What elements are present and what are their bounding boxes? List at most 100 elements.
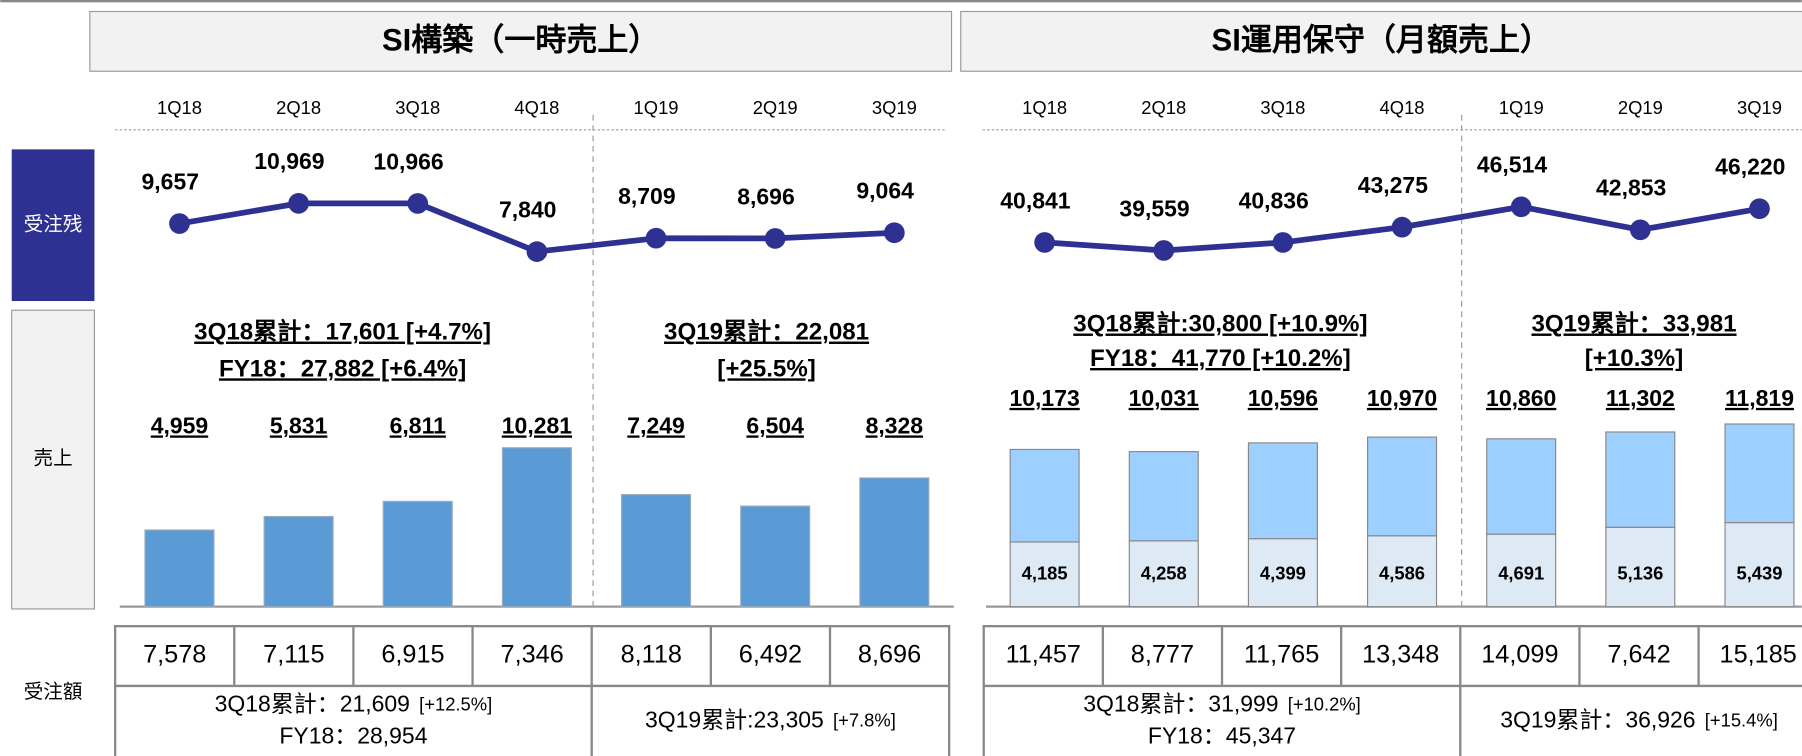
data-label: 10,281 [502, 412, 572, 438]
category-label: 3Q19 [872, 97, 917, 118]
summary-text: 3Q18累計：21,609 [215, 691, 410, 717]
category-label: 2Q19 [753, 97, 798, 118]
point [1034, 232, 1055, 253]
annotation: 3Q18累計:30,800 [+10.9%] [1073, 310, 1367, 338]
point [169, 213, 190, 234]
category-label: 1Q19 [1499, 97, 1544, 118]
table-summary: 3Q19累計:23,305 [+7.8%] [645, 707, 896, 733]
point [1749, 198, 1770, 219]
point [407, 193, 429, 214]
point [1153, 240, 1175, 261]
point [1272, 232, 1294, 253]
table-cell: 8,696 [858, 641, 921, 669]
bar [263, 515, 334, 608]
annotation: [+25.5%] [717, 355, 816, 382]
point [1630, 219, 1651, 241]
bar [740, 505, 811, 608]
table-summary: FY18：45,347 [1148, 723, 1296, 749]
table-cell: 8,777 [1131, 641, 1194, 669]
summary-text: 3Q19累計：36,926 [1500, 707, 1695, 733]
segment-label: 4,399 [1260, 562, 1306, 583]
panel-title: SI運用保守（月額売上） [1212, 23, 1551, 58]
row-label-box [11, 149, 95, 302]
category-label: 1Q18 [1022, 97, 1067, 118]
table-summary: 3Q18累計：21,609 [+12.5%] [215, 691, 493, 717]
category-label: 2Q18 [276, 97, 321, 118]
bar-segment [1247, 442, 1318, 540]
table-cell: 11,765 [1244, 641, 1319, 669]
annotation: 3Q19累計：33,981 [1531, 310, 1736, 338]
total-label: 10,596 [1248, 385, 1318, 411]
total-label: 10,860 [1486, 385, 1556, 411]
data-label: 42,853 [1596, 175, 1666, 201]
row-label: 売上 [34, 448, 73, 470]
point [1510, 196, 1532, 218]
bar-segment [1128, 451, 1199, 542]
data-label: 4,959 [151, 412, 208, 438]
category-label: 3Q19 [1737, 97, 1782, 118]
point [764, 228, 786, 249]
data-label: 10,966 [373, 148, 443, 174]
annotation: 3Q19累計：22,081 [664, 318, 869, 346]
data-label: 39,559 [1119, 195, 1189, 221]
table-summary: 3Q18累計：31,999 [+10.2%] [1083, 691, 1361, 717]
category-label: 4Q18 [514, 97, 559, 118]
segment-label: 4,691 [1498, 562, 1544, 583]
data-label: 7,840 [499, 196, 556, 222]
annotation: [+10.3%] [1585, 345, 1684, 372]
data-label: 6,811 [390, 412, 446, 438]
data-label: 46,220 [1715, 154, 1785, 180]
data-label: 9,064 [856, 178, 914, 204]
summary-text: FY18：28,954 [279, 723, 427, 749]
table-border [982, 625, 1802, 756]
row-label-box [11, 309, 96, 610]
point [645, 227, 667, 249]
bar-segment [1486, 438, 1557, 535]
table-summary: FY18：28,954 [279, 723, 427, 749]
table-summary: 3Q19累計：36,926 [+15.4%] [1500, 707, 1778, 733]
table-cell: 7,578 [143, 641, 206, 669]
segment-label: 5,136 [1617, 562, 1663, 583]
data-label: 5,831 [270, 412, 328, 438]
segment-label: 4,586 [1379, 562, 1425, 583]
summary-text: 3Q19累計:23,305 [645, 707, 824, 733]
bar-segment [1486, 533, 1557, 608]
category-label: 1Q19 [634, 97, 679, 118]
category-label: 4Q18 [1380, 97, 1425, 118]
data-label: 40,836 [1239, 187, 1309, 213]
data-label: 43,275 [1358, 172, 1428, 198]
table-cell: 7,115 [263, 641, 324, 669]
row-label: 受注額 [24, 681, 83, 703]
bar-segment [1128, 540, 1199, 608]
summary-note: [+7.8%] [833, 709, 896, 730]
table-cell: 13,348 [1362, 641, 1439, 669]
table-cell: 6,915 [381, 641, 444, 669]
bar-segment [1724, 522, 1795, 608]
table-cell: 7,346 [501, 641, 564, 669]
bar [382, 500, 453, 608]
summary-text: 3Q18累計：31,999 [1083, 691, 1278, 717]
data-label: 8,328 [866, 412, 924, 438]
point [526, 241, 548, 262]
table-cell: 14,099 [1481, 641, 1558, 669]
category-label: 2Q19 [1618, 97, 1663, 118]
panel-header [960, 10, 1802, 72]
point [1391, 216, 1413, 238]
total-label: 11,819 [1725, 385, 1794, 411]
table-cell: 11,457 [1006, 641, 1081, 669]
point [288, 193, 309, 214]
summary-note: [+10.2%] [1288, 693, 1361, 714]
top-rule [0, 0, 1802, 3]
table-cell: 6,492 [739, 641, 802, 669]
summary-note: [+12.5%] [419, 693, 492, 714]
bar [144, 529, 215, 608]
table-cell: 15,185 [1720, 641, 1797, 669]
category-label: 2Q18 [1141, 97, 1186, 118]
total-label: 10,173 [1009, 385, 1079, 411]
category-label: 1Q18 [157, 97, 202, 118]
data-label: 8,696 [737, 183, 794, 209]
data-label: 40,841 [1000, 187, 1070, 213]
segment-label: 5,439 [1736, 562, 1782, 583]
